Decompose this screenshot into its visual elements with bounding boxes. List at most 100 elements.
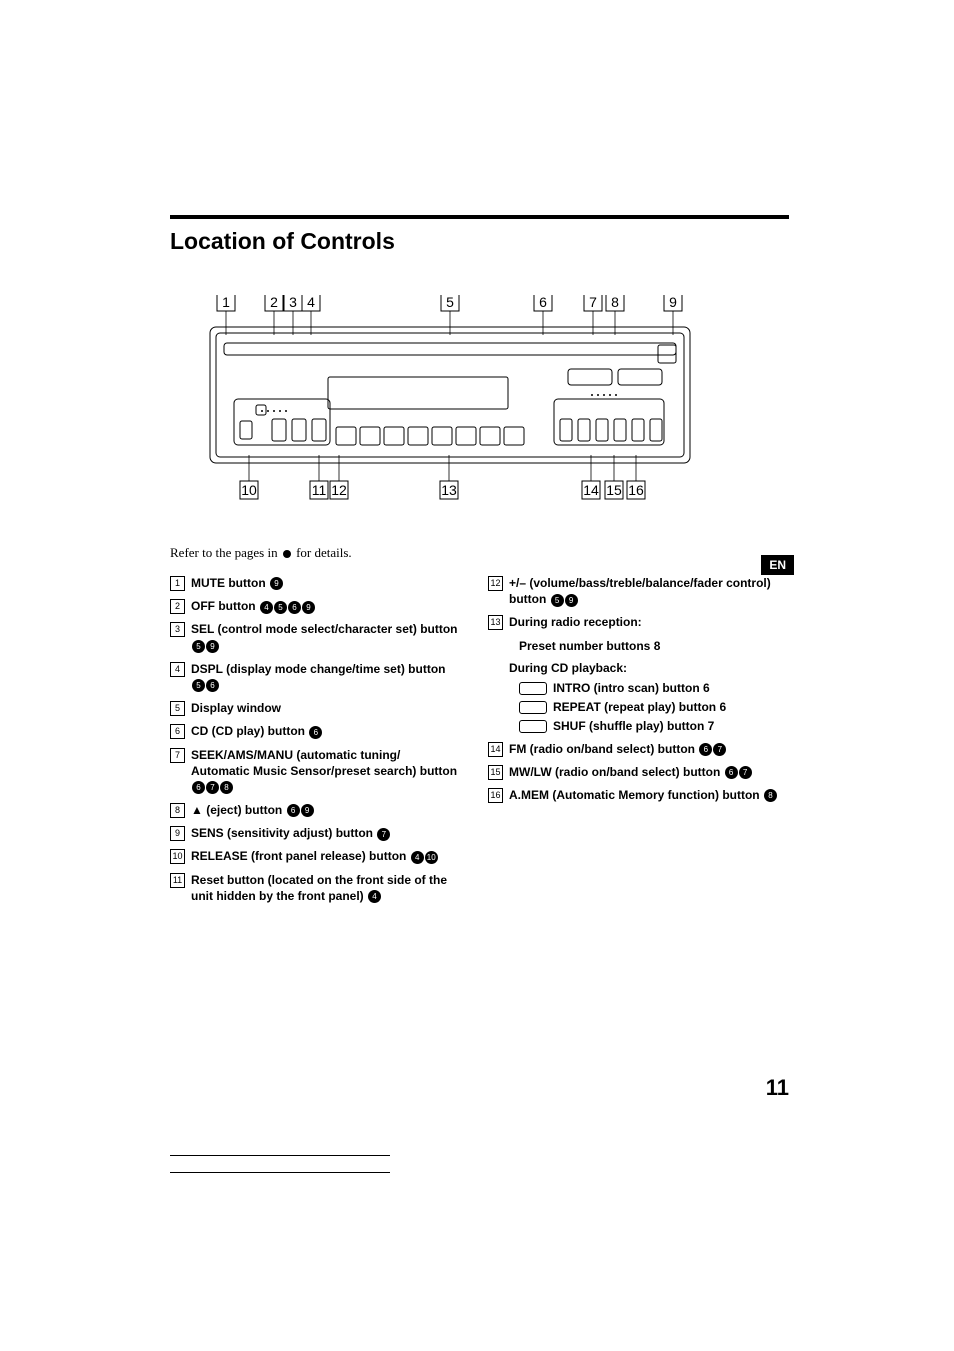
- item-body: During radio reception:: [509, 614, 778, 630]
- svg-text:15: 15: [606, 482, 622, 498]
- page-ref: 4: [260, 601, 273, 614]
- page-ref: 6: [699, 743, 712, 756]
- svg-text:7: 7: [589, 295, 597, 310]
- page-ref: 5: [274, 601, 287, 614]
- callout-num: 5: [170, 701, 185, 716]
- item-text: SENS (sensitivity adjust) button: [191, 826, 373, 840]
- footnote-rules: [170, 1155, 390, 1189]
- pill-text: REPEAT (repeat play) button 6: [553, 699, 726, 715]
- page-ref: 7: [377, 828, 390, 841]
- eject-icon: ▲: [191, 803, 203, 817]
- controls-list: 1 MUTE button 9 2 OFF button 4569 3 SEL …: [170, 575, 789, 911]
- sub-heading: During CD playback:: [509, 660, 778, 676]
- item-body: MUTE button 9: [191, 575, 460, 591]
- intro-before: Refer to the pages in: [170, 545, 281, 560]
- section-title: Location of Controls: [170, 228, 395, 255]
- page-ref: 5: [192, 640, 205, 653]
- control-item: 2 OFF button 4569: [170, 598, 460, 614]
- item-text: Reset button (located on the front side …: [191, 873, 447, 903]
- page-ref: 10: [425, 851, 438, 864]
- page-ref: 5: [551, 594, 564, 607]
- page-ref: 8: [654, 639, 661, 653]
- control-item: 7 SEEK/AMS/MANU (automatic tuning/ Autom…: [170, 747, 460, 796]
- callout-num: 13: [488, 615, 503, 630]
- svg-text:1: 1: [222, 295, 230, 310]
- svg-text:3: 3: [289, 295, 297, 310]
- page-ref: 6: [309, 726, 322, 739]
- page-number: 11: [766, 1075, 789, 1101]
- svg-text:16: 16: [628, 482, 644, 498]
- controls-left-column: 1 MUTE button 9 2 OFF button 4569 3 SEL …: [170, 575, 460, 911]
- page-ref: 7: [739, 766, 752, 779]
- control-item: 15 MW/LW (radio on/band select) button 6…: [488, 764, 778, 780]
- item-text: SEL (control mode select/character set) …: [191, 622, 458, 636]
- item-body: OFF button 4569: [191, 598, 460, 614]
- svg-text:14: 14: [583, 482, 599, 498]
- pill-text: INTRO (intro scan) button 6: [553, 680, 710, 696]
- svg-text:4: 4: [307, 295, 315, 310]
- intro-after: for details.: [293, 545, 352, 560]
- callout-num: 8: [170, 803, 185, 818]
- control-item: 11 Reset button (located on the front si…: [170, 872, 460, 904]
- control-item: 12 +/– (volume/bass/treble/balance/fader…: [488, 575, 778, 607]
- page-ref: 7: [206, 781, 219, 794]
- control-item: 8 ▲ (eject) button 69: [170, 802, 460, 818]
- page-ref: 7: [713, 743, 726, 756]
- intro-text: Refer to the pages in for details.: [170, 545, 352, 561]
- control-item: 13 During radio reception:: [488, 614, 778, 630]
- callout-num: 3: [170, 622, 185, 637]
- item-text: SEEK/AMS/MANU (automatic tuning/ Automat…: [191, 748, 457, 778]
- callout-num: 15: [488, 765, 503, 780]
- item-body: SEEK/AMS/MANU (automatic tuning/ Automat…: [191, 747, 460, 796]
- svg-text:11: 11: [312, 482, 327, 498]
- item-body: +/– (volume/bass/treble/balance/fader co…: [509, 575, 778, 607]
- control-item: 16 A.MEM (Automatic Memory function) but…: [488, 787, 778, 803]
- device-diagram: 12345678910111213141516: [200, 295, 700, 510]
- item-body: CD (CD play) button 6: [191, 723, 460, 739]
- control-item: 10 RELEASE (front panel release) button …: [170, 848, 460, 864]
- callout-num: 16: [488, 788, 503, 803]
- page-ref: 8: [764, 789, 777, 802]
- svg-text:2: 2: [270, 295, 278, 310]
- item-text: (eject) button: [206, 803, 282, 817]
- item-text: MW/LW (radio on/band select) button: [509, 765, 720, 779]
- subline: Preset number buttons 8: [519, 638, 778, 654]
- page-ref: 9: [302, 601, 315, 614]
- button-shape-icon: [519, 701, 547, 714]
- callout-num: 12: [488, 576, 503, 591]
- button-shape-icon: [519, 682, 547, 695]
- callout-num: 2: [170, 599, 185, 614]
- item-text: CD (CD play) button: [191, 724, 305, 738]
- svg-text:10: 10: [241, 482, 257, 498]
- pill-text: SHUF (shuffle play) button 7: [553, 718, 714, 734]
- page-ref: 9: [301, 804, 314, 817]
- page-ref: 5: [192, 679, 205, 692]
- control-item: 6 CD (CD play) button 6: [170, 723, 460, 739]
- svg-text:6: 6: [539, 295, 547, 310]
- svg-text:8: 8: [611, 295, 619, 310]
- item-body: Reset button (located on the front side …: [191, 872, 460, 904]
- page-dot-icon: [283, 550, 291, 558]
- item-text: MUTE button: [191, 576, 266, 590]
- page-ref: 9: [565, 594, 578, 607]
- control-item: 3 SEL (control mode select/character set…: [170, 621, 460, 653]
- item-body: ▲ (eject) button 69: [191, 802, 460, 818]
- footnote-rule: [170, 1172, 390, 1173]
- footnote-rule: [170, 1155, 390, 1156]
- item-text: DSPL (display mode change/time set) butt…: [191, 662, 445, 676]
- button-shape-icon: [519, 720, 547, 733]
- page-ref: 6: [287, 804, 300, 817]
- callout-num: 10: [170, 849, 185, 864]
- svg-text:13: 13: [441, 482, 457, 498]
- page-ref: 4: [368, 890, 381, 903]
- page-ref: 7: [708, 719, 715, 733]
- item-text: A.MEM (Automatic Memory function) button: [509, 788, 760, 802]
- page-ref: 6: [719, 700, 726, 714]
- item-text: RELEASE (front panel release) button: [191, 849, 406, 863]
- page-ref: 6: [703, 681, 710, 695]
- pill-line: REPEAT (repeat play) button 6: [519, 699, 778, 715]
- page-ref: 9: [206, 640, 219, 653]
- svg-text:12: 12: [331, 482, 347, 498]
- callout-num: 9: [170, 826, 185, 841]
- callout-num: 1: [170, 576, 185, 591]
